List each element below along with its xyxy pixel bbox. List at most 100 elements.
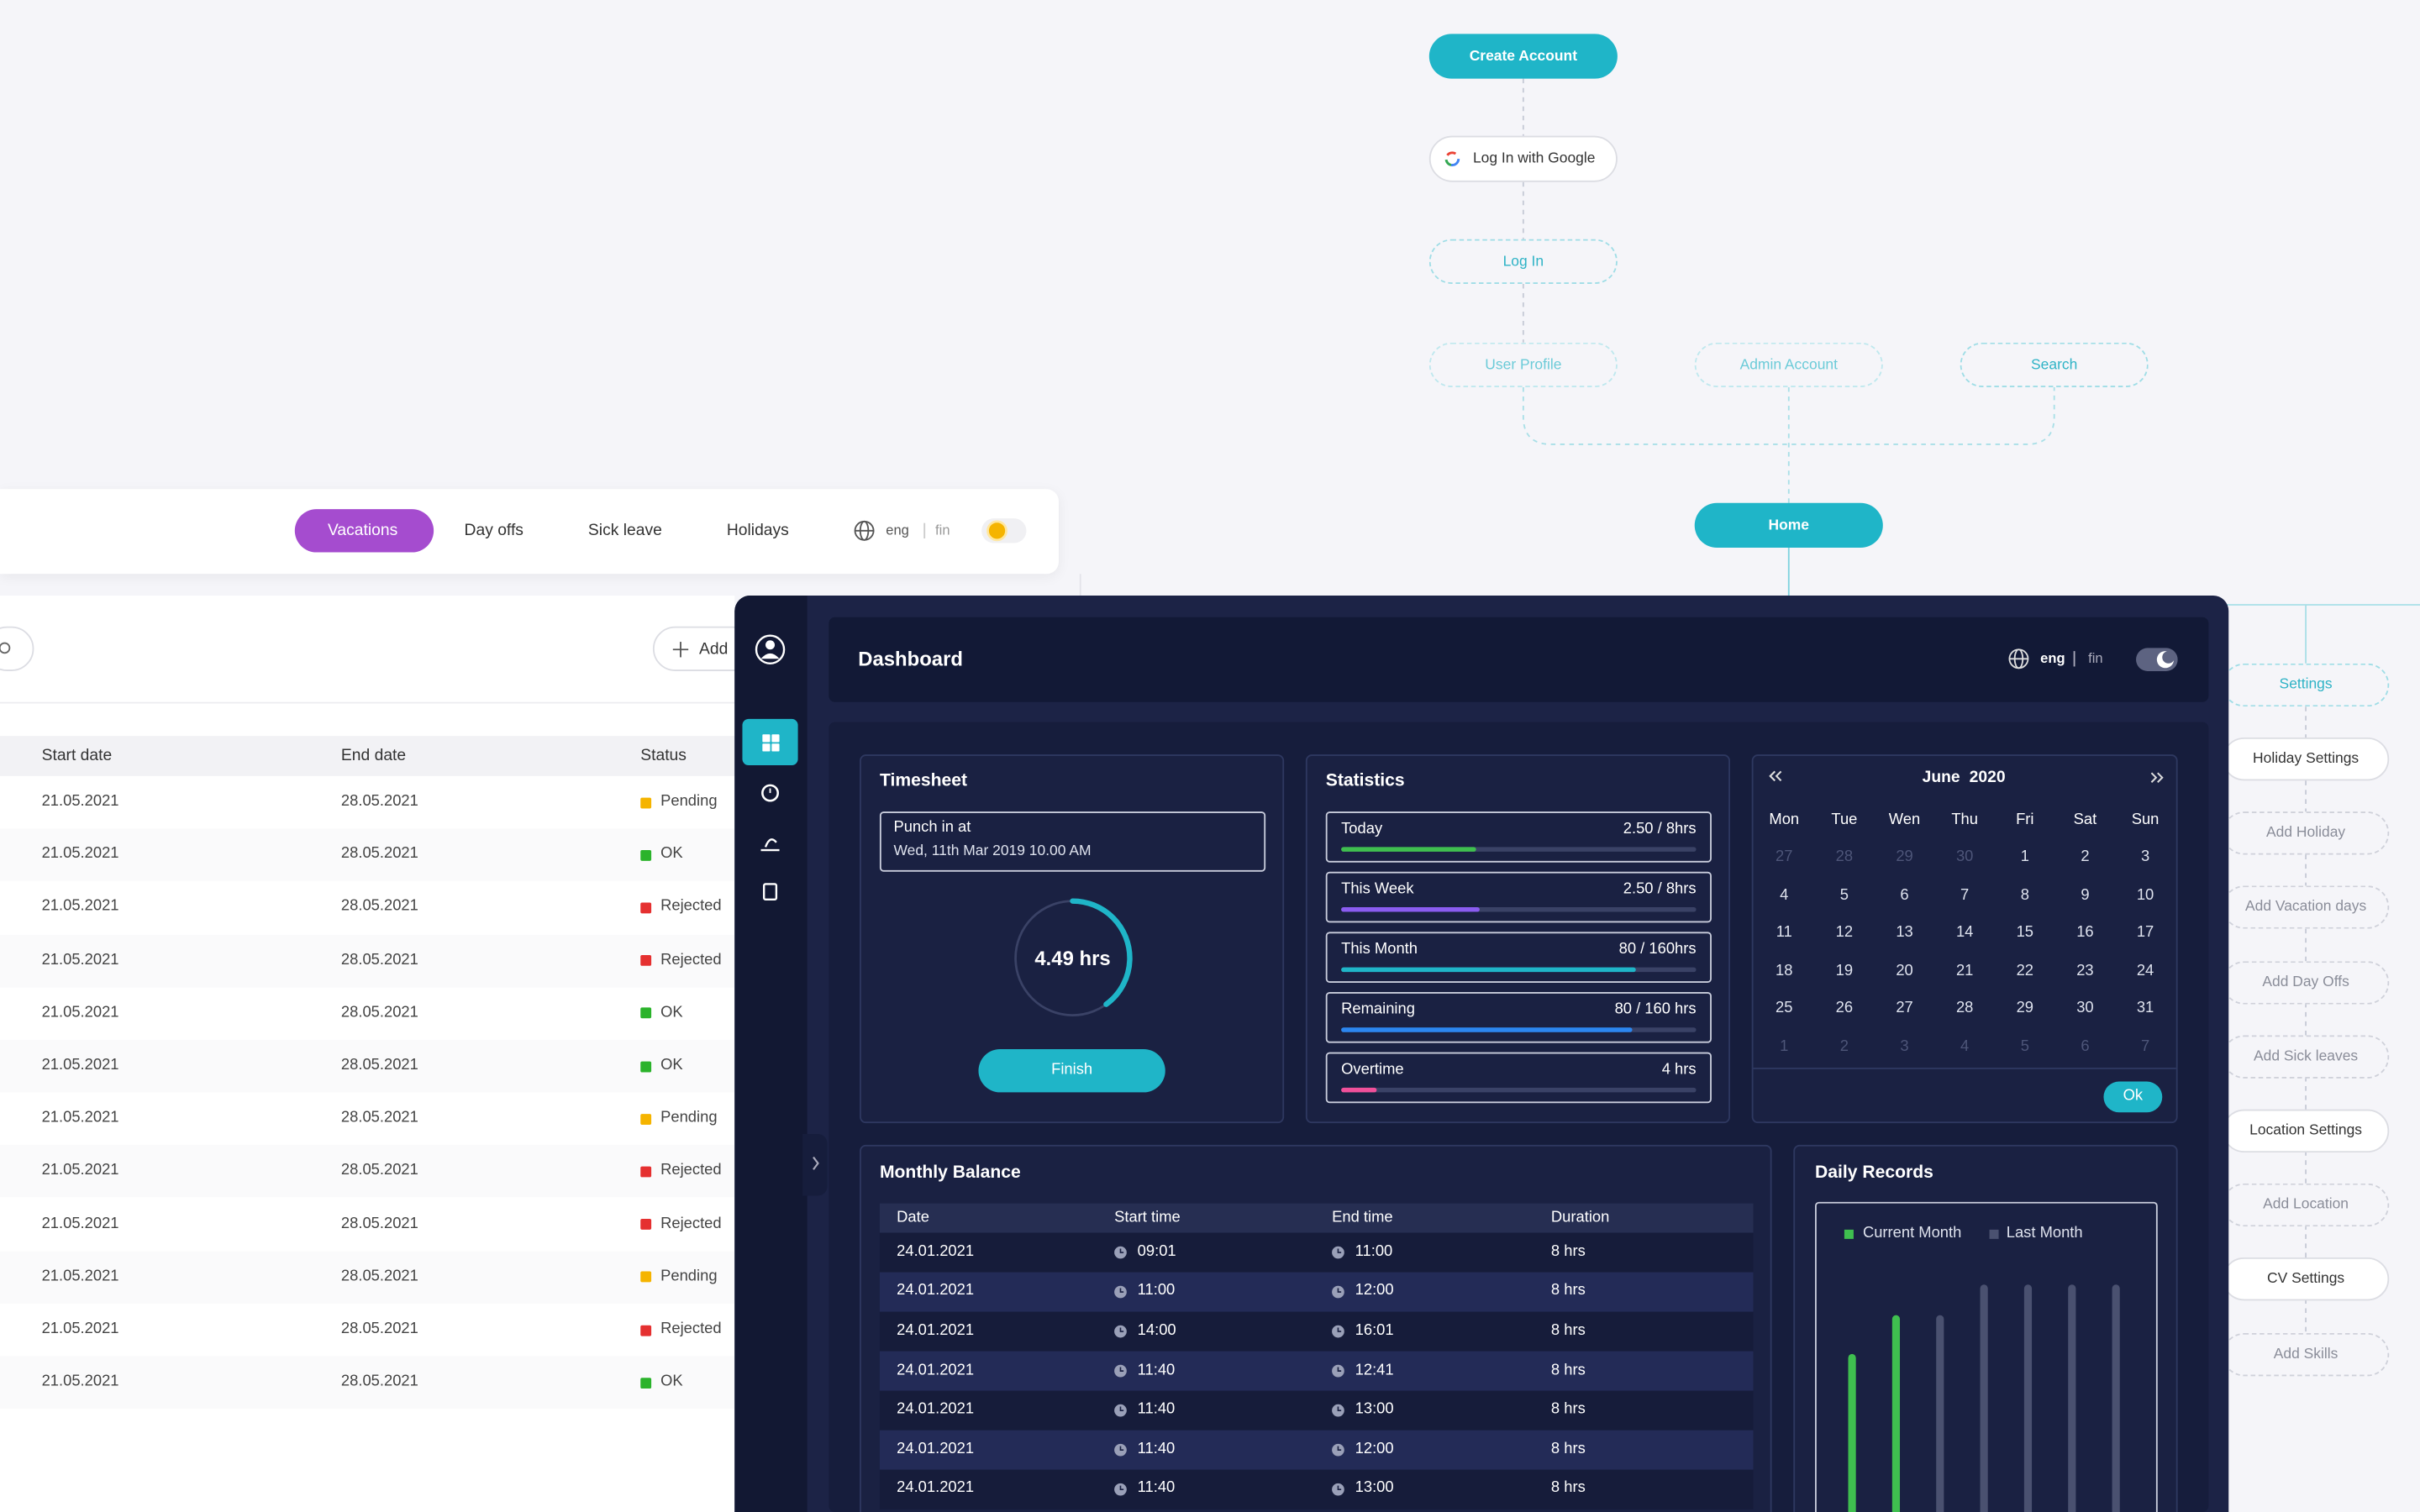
calendar-day[interactable]: 12 [1835,924,1854,942]
status-dot [640,796,652,808]
stat-label: Remaining [1341,1001,1415,1019]
column-header: Start time [1114,1209,1181,1226]
calendar-day[interactable]: 22 [2016,962,2034,979]
calendar-day[interactable]: 7 [1960,886,1970,904]
calendar-day[interactable]: 27 [1896,1000,1913,1018]
cell: 11:40 [1137,1480,1176,1498]
flow-node [1428,342,1618,388]
flow-node [2222,1332,2390,1376]
calendar-day[interactable]: 30 [2076,1000,2094,1018]
legend-label: Current Month [1862,1225,1962,1242]
calendar-day[interactable]: 26 [1835,1000,1854,1018]
flow-node [1960,342,2149,388]
calendar-day[interactable]: 10 [2136,886,2154,904]
row-shade [0,934,735,987]
year: 2020 [1969,768,2006,787]
flow-node [2222,1109,2390,1153]
calendar-day[interactable]: 25 [1776,1000,1793,1018]
status: Rejected [660,1215,722,1232]
calendar-day[interactable]: 29 [2016,1000,2034,1018]
calendar-day[interactable]: 23 [2076,962,2094,979]
cell: 21.05.2021 [41,1320,119,1338]
calendar-day[interactable]: 4 [1780,886,1789,904]
calendar-day[interactable]: 7 [2140,1038,2150,1056]
calendar-day[interactable]: 20 [1896,962,1913,979]
status: OK [660,1057,683,1074]
calendar-day[interactable]: 2 [2081,848,2090,866]
status: OK [660,1373,683,1391]
calendar-day[interactable]: 15 [2016,924,2034,942]
status-dot [640,902,652,914]
calendar-day[interactable]: 24 [2136,962,2154,979]
language: eng [2040,650,2065,666]
cell: 8 hrs [1550,1322,1586,1340]
stat-label: This Week [1341,880,1414,898]
calendar-day[interactable]: 5 [1839,886,1849,904]
flow-node-label: Add Holiday [2266,824,2346,842]
cell: 21.05.2021 [41,1215,119,1232]
status-dot [640,1377,652,1389]
calendar-day[interactable]: 28 [1955,1000,1974,1018]
stat-value: 2.50 / 8hrs [1623,821,1697,838]
language: fin [935,522,950,538]
calendar-day[interactable]: 1 [2020,848,2029,866]
calendar-day[interactable]: 16 [2076,924,2094,942]
cell: 16:01 [1355,1322,1394,1340]
row-shade [0,1039,735,1093]
calendar-day[interactable]: 14 [1955,924,1974,942]
calendar-day[interactable]: 17 [2136,924,2154,942]
flow-node [1428,135,1618,182]
flow-node [2222,1035,2390,1079]
calendar-day[interactable]: 11 [1776,924,1792,942]
add-label: Add [699,639,729,659]
calendar-day[interactable]: 9 [2081,886,2090,904]
status: Rejected [660,898,722,916]
cell: 13:00 [1355,1401,1394,1419]
cell: 8 hrs [1550,1401,1586,1419]
calendar-day[interactable]: 6 [2081,1038,2090,1056]
tab-active[interactable] [294,509,434,553]
calendar-day[interactable]: 8 [2020,886,2029,904]
calendar-day[interactable]: 3 [1900,1038,1909,1056]
weekday: Fri [2016,811,2034,829]
calendar-day[interactable]: 6 [1900,886,1909,904]
collapse-tab[interactable] [802,1134,828,1196]
ok-button[interactable] [2103,1081,2163,1113]
calendar-day[interactable]: 5 [2020,1038,2029,1056]
cell: 21.05.2021 [41,951,119,969]
card-title: Timesheet [879,771,968,790]
calendar-day[interactable]: 21 [1955,962,1974,979]
finish-button[interactable] [978,1048,1165,1093]
cell: 11:00 [1355,1243,1393,1261]
sidebar-active[interactable] [742,718,798,766]
cell: 28.05.2021 [340,845,418,864]
flow-node-label: Create Account [1469,47,1578,65]
legend-label: Last Month [2006,1225,2083,1242]
calendar-day[interactable]: 30 [1955,848,1974,866]
calendar-day[interactable]: 4 [1960,1038,1970,1056]
cell: 14:00 [1137,1322,1176,1340]
status: Rejected [660,951,722,969]
calendar-day[interactable]: 27 [1776,848,1793,866]
calendar-day[interactable]: 3 [2140,848,2150,866]
calendar-day[interactable]: 31 [2136,1000,2154,1018]
calendar-day[interactable]: 2 [1839,1038,1849,1056]
column-header: End date [340,746,407,765]
calendar-day[interactable]: 13 [1896,924,1913,942]
language: fin [2088,650,2103,666]
calendar-day[interactable]: 29 [1896,848,1913,866]
calendar-day[interactable]: 28 [1835,848,1854,866]
status-dot [640,1219,652,1231]
calendar-day[interactable]: 18 [1776,962,1793,979]
stat-label: Overtime [1341,1061,1404,1079]
calendar-day[interactable]: 1 [1780,1038,1789,1056]
tab: Day offs [464,521,523,540]
cell: 28.05.2021 [340,951,418,969]
flow-node-label: Location Settings [2249,1121,2363,1139]
flow-node-label: Add Location [2263,1196,2349,1214]
card-title: Daily Records [1815,1163,1933,1183]
calendar-day[interactable]: 19 [1835,962,1854,979]
weekday: Wen [1888,811,1921,829]
cell: 21.05.2021 [41,793,119,811]
